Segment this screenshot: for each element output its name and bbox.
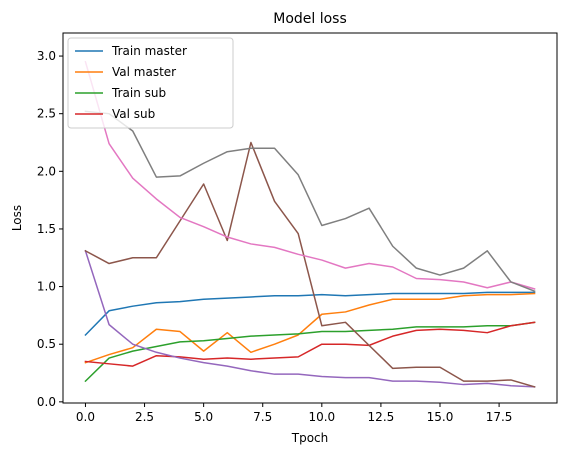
y-tick-label: 0.5 — [37, 337, 56, 351]
legend: Train master Val master Train sub Val sub — [67, 37, 234, 129]
series-line-val-master — [84, 292, 536, 364]
legend-label: Train sub — [111, 86, 166, 100]
x-tick-label: 7.5 — [253, 410, 272, 424]
x-tick-label: 15.0 — [427, 410, 454, 424]
series-line-unlabeled-6 — [84, 60, 536, 290]
x-tick-label: 0.0 — [76, 410, 95, 424]
chart-title: Model loss — [273, 11, 347, 27]
legend-label: Train master — [111, 44, 187, 58]
plot-frame — [62, 32, 558, 404]
x-tick-label: 2.5 — [135, 410, 154, 424]
y-axis-title: Loss — [10, 205, 24, 231]
series-line-train-sub — [84, 321, 536, 383]
series-line-unlabeled-5 — [84, 141, 536, 388]
x-axis-title: Tpoch — [291, 431, 329, 445]
legend-box — [67, 37, 234, 129]
series-line-val-sub — [84, 321, 536, 367]
series-lines — [84, 60, 536, 388]
legend-label: Val master — [112, 65, 176, 79]
x-tick-label: 10.0 — [308, 410, 335, 424]
y-tick-label: 1.5 — [37, 222, 56, 236]
axis-ticks: 0.0 2.5 5.0 7.5 10.0 12.5 15.0 17.5 0.0 0.5 1.0 1.5… — [37, 49, 513, 424]
legend-label: Val sub — [112, 107, 155, 121]
y-tick-label: 2.5 — [37, 107, 56, 121]
y-tick-label: 0.0 — [37, 395, 56, 409]
x-tick-label: 17.5 — [486, 410, 513, 424]
series-line-unlabeled-4 — [84, 249, 536, 388]
y-tick-label: 2.0 — [37, 164, 56, 178]
series-line-train-master — [84, 291, 536, 337]
y-tick-label: 3.0 — [37, 49, 56, 63]
y-tick-label: 1.0 — [37, 280, 56, 294]
series-line-unlabeled-7 — [84, 110, 536, 293]
x-tick-label: 5.0 — [194, 410, 213, 424]
x-tick-label: 12.5 — [368, 410, 395, 424]
